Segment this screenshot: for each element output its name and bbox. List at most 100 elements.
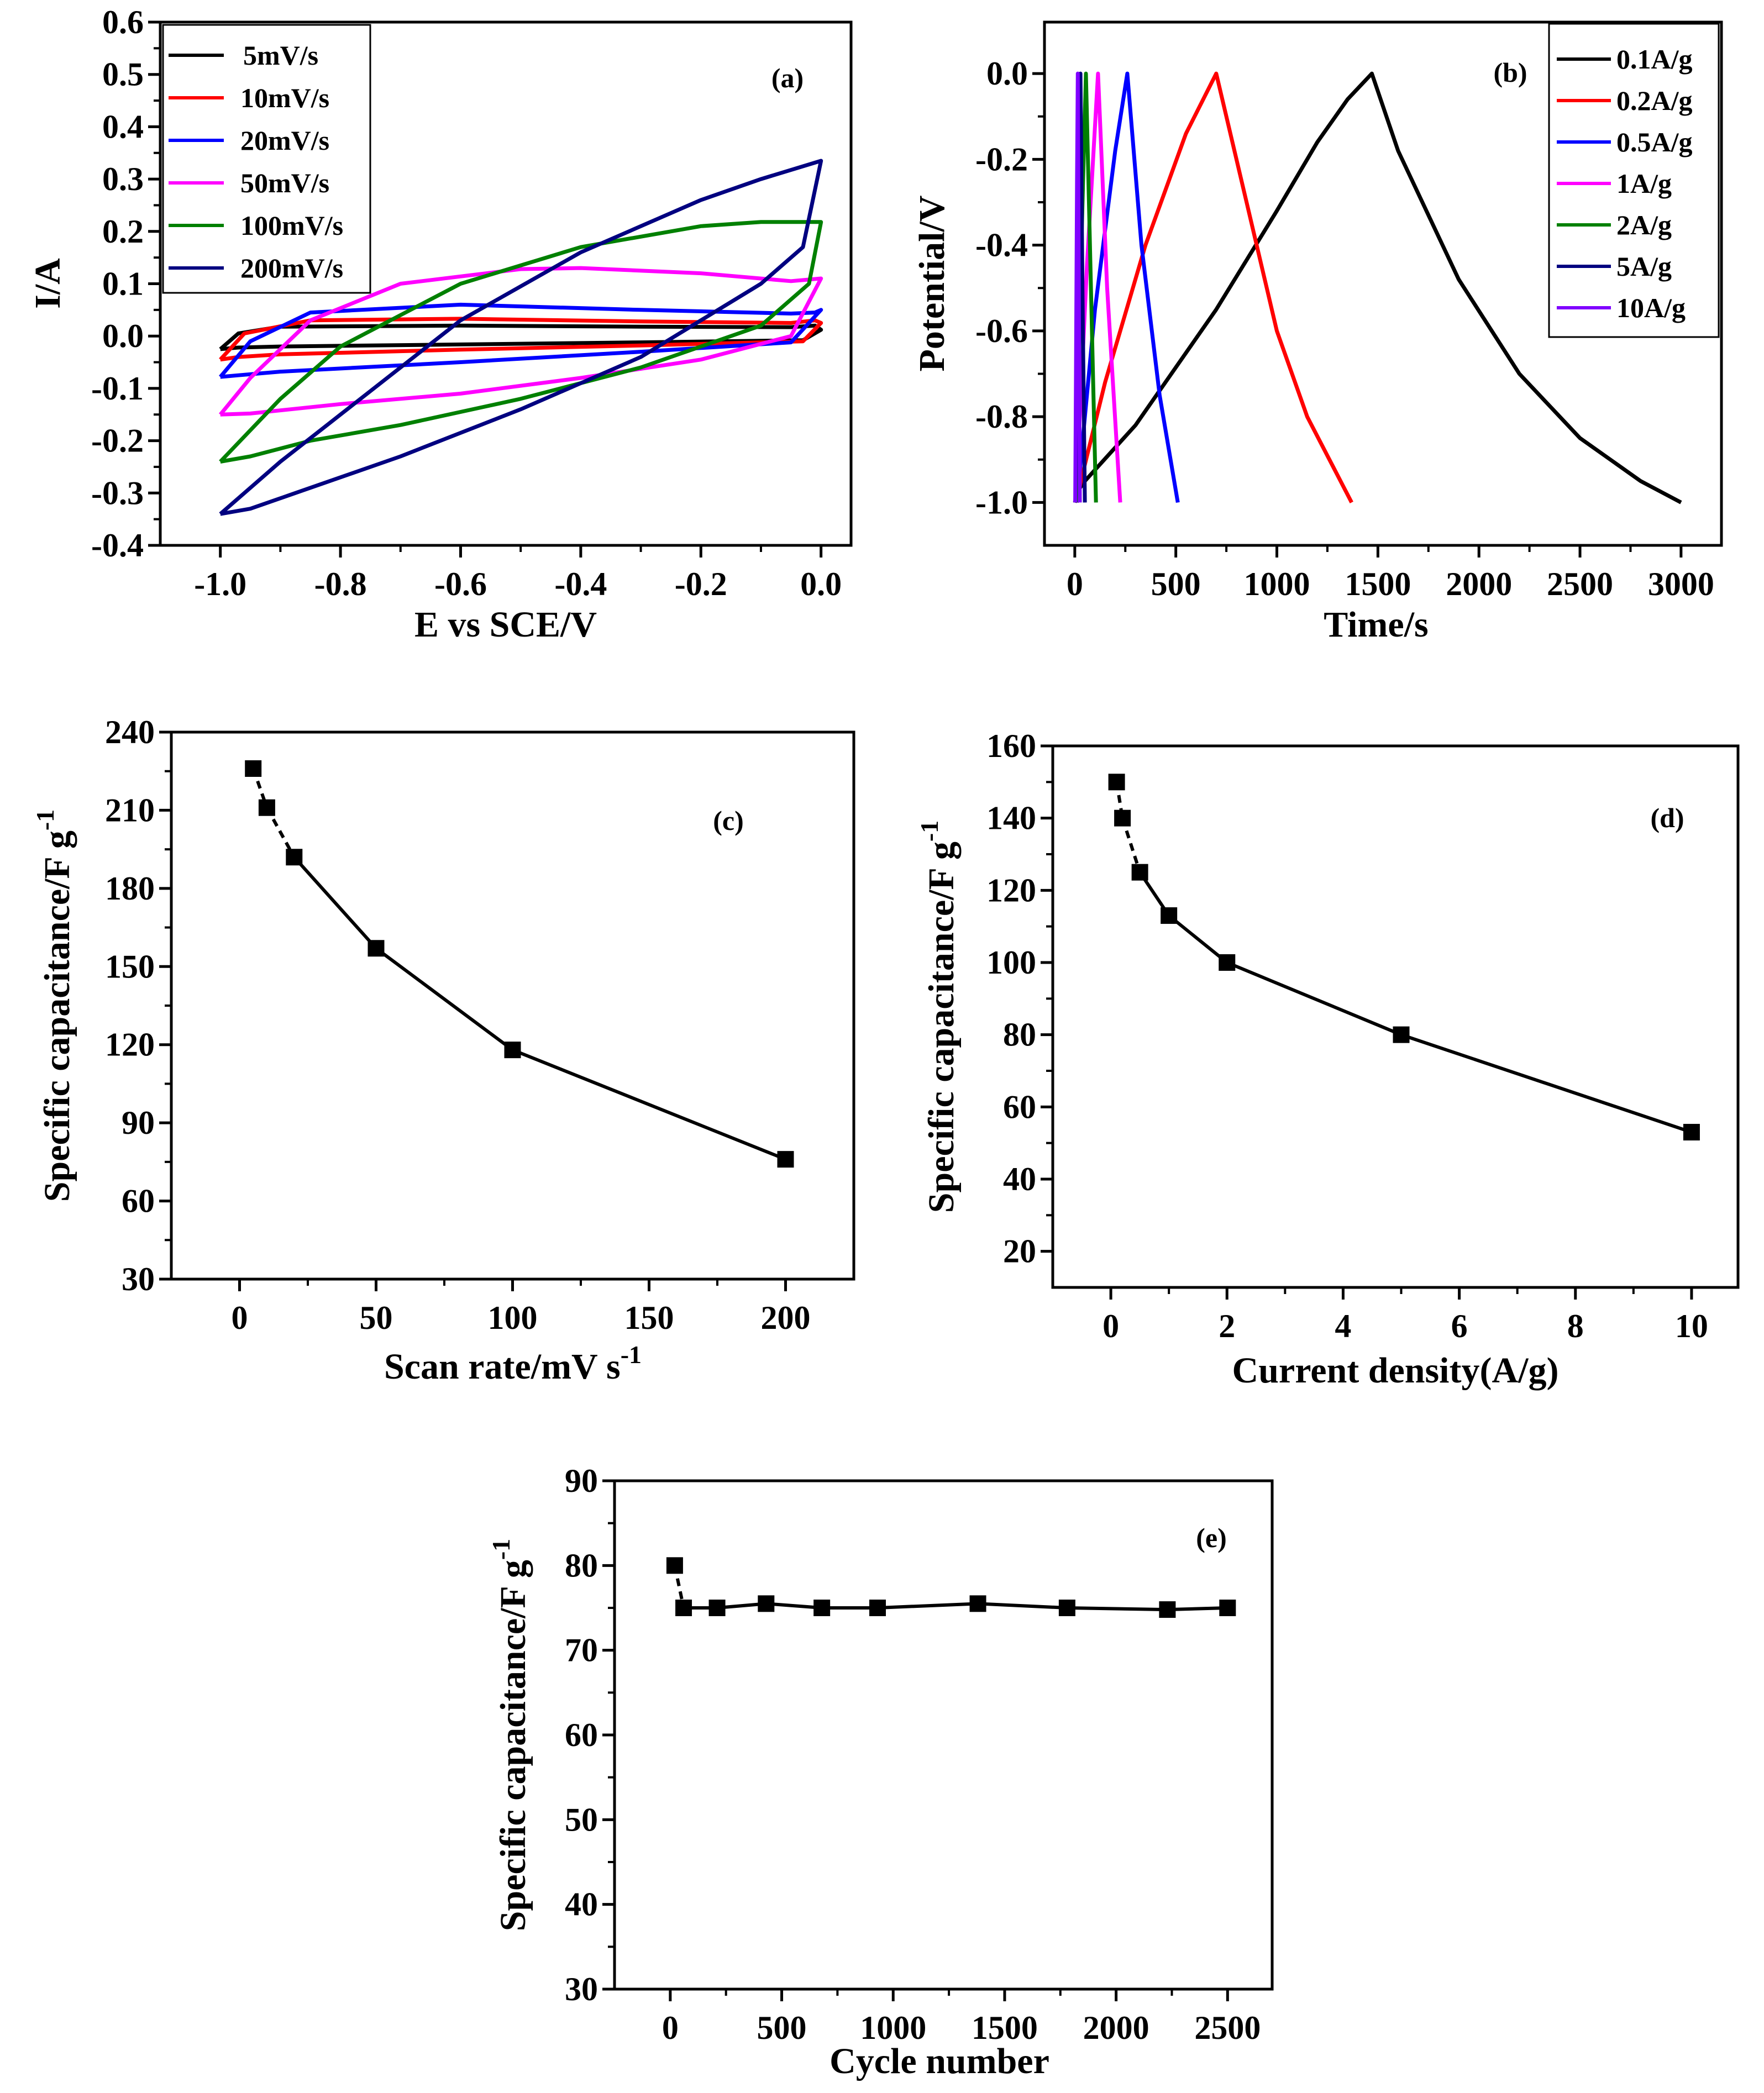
panel-a-y-tick-label: 0.5: [102, 56, 144, 93]
panel-c-x-tick-label: 200: [761, 1300, 811, 1336]
panel-a-x-tick-label: 0.0: [800, 566, 842, 602]
panel-b-y-tick-label: -0.2: [975, 141, 1028, 177]
panel-b-x-tick-label: 2500: [1547, 566, 1613, 602]
panel-c-y-tick-label: 180: [105, 870, 155, 907]
panel-a-series: [218, 159, 823, 516]
panel-c-x-tick-label: 0: [232, 1300, 248, 1336]
panel-d-data-point: [1161, 907, 1178, 924]
panel-c-ticks: 0 50 100 150 200 30 60 90 120 150 180 210 240: [105, 714, 811, 1336]
panel-b-label: (b): [1493, 57, 1527, 88]
panel-a-y-tick-label: -0.3: [91, 475, 144, 511]
panel-d-y-tick-label: 160: [986, 728, 1036, 764]
panel-c-y-axis-label-sup: -1: [31, 809, 59, 830]
panel-e-data-point: [666, 1557, 683, 1574]
panel-a-x-tick-label: -0.2: [675, 566, 727, 602]
panel-b-series: [1073, 71, 1682, 504]
panel-e-line-segment: [877, 1602, 978, 1610]
legend-entry-0-5ag: 0.5A/g: [1557, 127, 1693, 157]
panel-c-label: (c): [713, 805, 744, 836]
panel-b-y-axis-label: Potential/V: [912, 196, 952, 372]
panel-e-x-tick-label: 500: [757, 2010, 807, 2046]
panel-d-y-axis-label-sup: -1: [915, 821, 943, 842]
panel-e-data-point: [813, 1600, 831, 1616]
panel-e-x-tick-label: 1500: [972, 2010, 1038, 2046]
panel-c-y-tick-label: 240: [105, 714, 155, 750]
panel-a-y-tick-label: -0.2: [91, 423, 144, 459]
panel-b-y-tick-label: -0.8: [975, 398, 1028, 435]
legend-entry-20mv: 20mV/s: [169, 125, 329, 156]
panel-c-y-tick-label: 120: [105, 1027, 155, 1063]
panel-c-x-tick-label: 150: [624, 1300, 674, 1336]
panel-d-x-tick-label: 0: [1102, 1308, 1119, 1344]
panel-c-y-tick-label: 30: [122, 1261, 155, 1297]
panel-c-y-axis-label-main: Specific capacitance/F g: [37, 830, 77, 1202]
series-line-200mv-s: [219, 159, 823, 516]
panel-c-data-point: [777, 1151, 794, 1168]
panel-e: 0 500 1000 1500 2000 2500 30 40 50 60 70 80 90 Cycle…: [487, 1463, 1274, 2081]
panel-b-y-tick-label: 0.0: [986, 55, 1028, 92]
panel-e-line-segment: [766, 1602, 822, 1610]
panel-d-label: (d): [1650, 802, 1684, 833]
panel-d-x-tick-label: 2: [1219, 1308, 1235, 1344]
series-line-100mv-s: [219, 220, 823, 464]
panel-a-label: (a): [771, 62, 804, 93]
panel-e-y-axis-label: Specific capacitance/F g-1: [487, 1539, 533, 1931]
panel-b-x-tick-label: 500: [1151, 566, 1201, 602]
panel-e-y-tick-label: 30: [565, 1971, 598, 2007]
panel-a-x-tick-label: -1.0: [194, 566, 246, 602]
panel-e-ticks: 0 500 1000 1500 2000 2500 30 40 50 60 70 80 90: [565, 1463, 1261, 2046]
panel-e-series: [666, 1557, 1236, 1618]
panel-d-x-tick-label: 8: [1567, 1308, 1584, 1344]
panel-e-data-point: [1058, 1600, 1075, 1616]
panel-b: 0 500 1000 1500 2000 2500 3000 -1.0 -0.8 -0.6 -0.4…: [912, 20, 1723, 645]
panel-c-data-point: [504, 1042, 521, 1059]
panel-a-y-tick-label: 0.3: [102, 161, 144, 197]
panel-a: -1.0 -0.8 -0.6 -0.4 -0.2 0.0 -0.4 -0.3 -0.2 -0.1 0…: [28, 4, 853, 645]
panel-e-y-tick-label: 60: [565, 1717, 598, 1753]
legend-label-10ag: 10A/g: [1616, 292, 1686, 323]
series-line-0-1a-g: [1073, 71, 1682, 504]
panel-c-y-axis-label: Specific capacitance/F g-1: [31, 809, 77, 1202]
panel-c-series: [245, 760, 794, 1168]
panel-d-y-tick-label: 40: [1003, 1161, 1036, 1197]
panel-c-y-tick-label: 150: [105, 948, 155, 985]
panel-d-y-axis-label-main: Specific capacitance/F g: [921, 842, 962, 1213]
panel-d-y-tick-label: 60: [1003, 1088, 1036, 1125]
legend-label-200mv: 200mV/s: [240, 253, 343, 283]
panel-c-data-point: [258, 799, 275, 816]
panel-b-x-tick-label: 0: [1067, 566, 1083, 602]
legend-entry-5ag: 5A/g: [1557, 251, 1672, 282]
panel-c-y-tick-label: 210: [105, 792, 155, 828]
legend-label-5ag: 5A/g: [1616, 251, 1672, 282]
panel-d-data-point: [1108, 774, 1125, 791]
panel-e-line-segment: [1067, 1606, 1168, 1612]
panel-d: 0 2 4 6 8 10 20 40 60 80 100 120 140 160 Current dens…: [915, 728, 1740, 1391]
panel-b-x-tick-label: 1000: [1244, 566, 1310, 602]
panel-e-x-tick-label: 1000: [860, 2010, 926, 2046]
panel-d-y-axis-label: Specific capacitance/F g-1: [915, 821, 962, 1213]
panel-c-line-segment: [293, 856, 377, 950]
legend-entry-1ag: 1A/g: [1557, 168, 1672, 199]
panel-e-data-point: [675, 1600, 692, 1616]
panel-c-y-tick-label: 60: [122, 1183, 155, 1219]
panel-c-x-axis-label-sup: -1: [621, 1340, 642, 1369]
legend-entry-2ag: 2A/g: [1557, 209, 1672, 240]
panel-d-line-segment: [1168, 914, 1229, 964]
panel-c-data-point: [286, 849, 303, 866]
panel-d-series: [1108, 774, 1700, 1141]
panel-a-x-axis-label: E vs SCE/V: [414, 604, 597, 645]
panel-d-ticks: 0 2 4 6 8 10 20 40 60 80 100 120 140 160: [986, 728, 1708, 1344]
panel-e-y-tick-label: 40: [565, 1886, 598, 1923]
panel-a-y-tick-label: -0.4: [91, 527, 144, 564]
legend-label-20mv: 20mV/s: [240, 125, 329, 156]
panel-e-line-segment: [1167, 1606, 1228, 1612]
panel-b-y-tick-label: -0.4: [975, 227, 1028, 264]
panel-a-y-axis-label: I/A: [28, 258, 68, 309]
panel-b-x-axis-label: Time/s: [1324, 604, 1428, 645]
panel-c-x-axis-label: Scan rate/mV s-1: [384, 1340, 642, 1387]
legend-label-10mv: 10mV/s: [240, 82, 329, 113]
panel-a-y-tick-label: 0.0: [102, 318, 144, 354]
legend-entry-5mv: 5mV/s: [169, 40, 318, 71]
panel-a-y-tick-label: -0.1: [91, 370, 144, 407]
